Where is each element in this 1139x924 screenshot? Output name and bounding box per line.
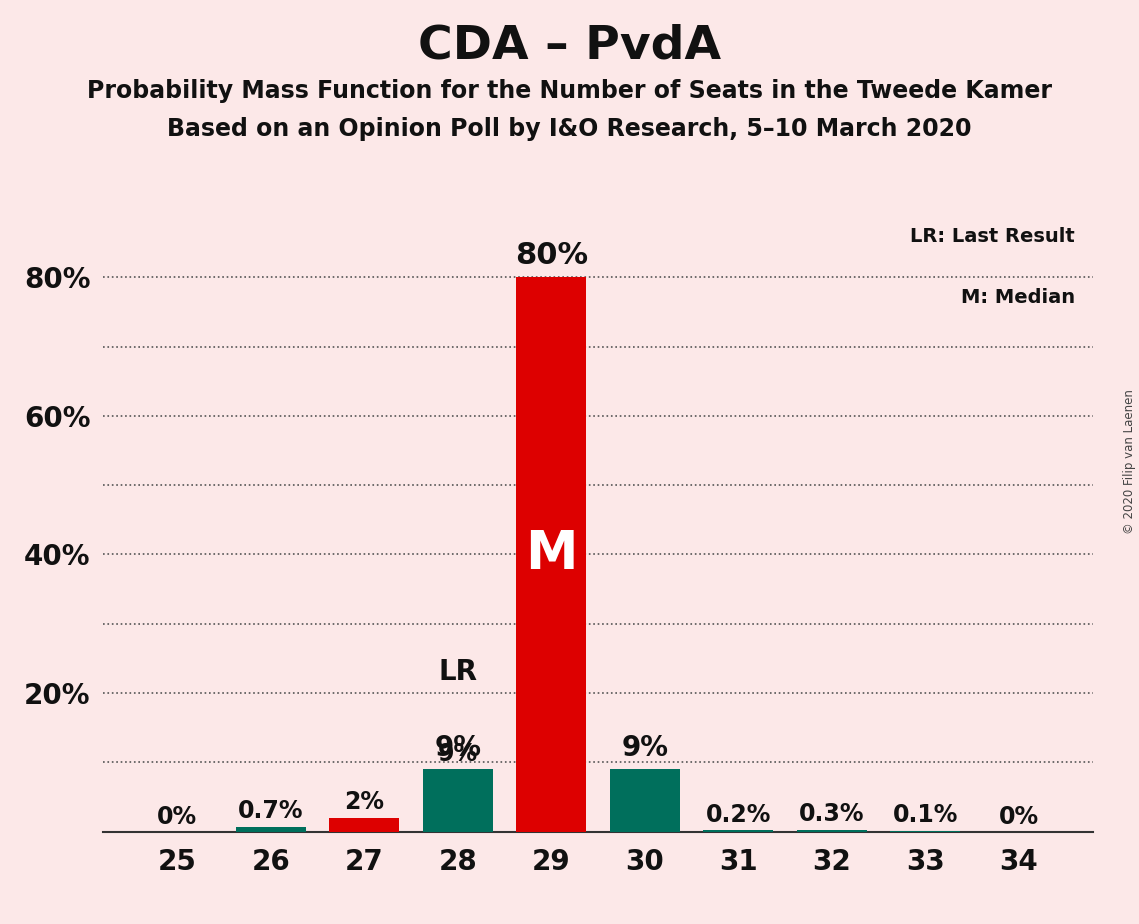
Bar <box>609 769 680 832</box>
Bar <box>703 830 773 832</box>
Text: 0.3%: 0.3% <box>798 802 865 826</box>
Text: 0.2%: 0.2% <box>705 803 771 827</box>
Text: 0%: 0% <box>157 805 197 829</box>
Text: 9%: 9% <box>434 735 482 762</box>
Text: 9%: 9% <box>437 742 478 766</box>
Bar <box>796 830 867 832</box>
Bar <box>236 827 306 832</box>
Text: © 2020 Filip van Laenen: © 2020 Filip van Laenen <box>1123 390 1137 534</box>
Text: CDA – PvdA: CDA – PvdA <box>418 23 721 68</box>
Text: 80%: 80% <box>515 241 588 270</box>
Text: LR: Last Result: LR: Last Result <box>910 227 1075 246</box>
Text: Probability Mass Function for the Number of Seats in the Tweede Kamer: Probability Mass Function for the Number… <box>87 79 1052 103</box>
Bar <box>423 769 493 832</box>
Bar <box>329 818 400 832</box>
Text: M: M <box>525 529 577 580</box>
Text: 0%: 0% <box>999 805 1039 829</box>
Text: LR: LR <box>439 658 477 686</box>
Text: Based on an Opinion Poll by I&O Research, 5–10 March 2020: Based on an Opinion Poll by I&O Research… <box>167 117 972 141</box>
Text: 0.7%: 0.7% <box>238 799 303 823</box>
Text: 9%: 9% <box>621 735 669 762</box>
Bar <box>516 277 587 832</box>
Text: 0.1%: 0.1% <box>893 804 958 828</box>
Text: 2%: 2% <box>344 790 384 814</box>
Text: M: Median: M: Median <box>960 287 1075 307</box>
